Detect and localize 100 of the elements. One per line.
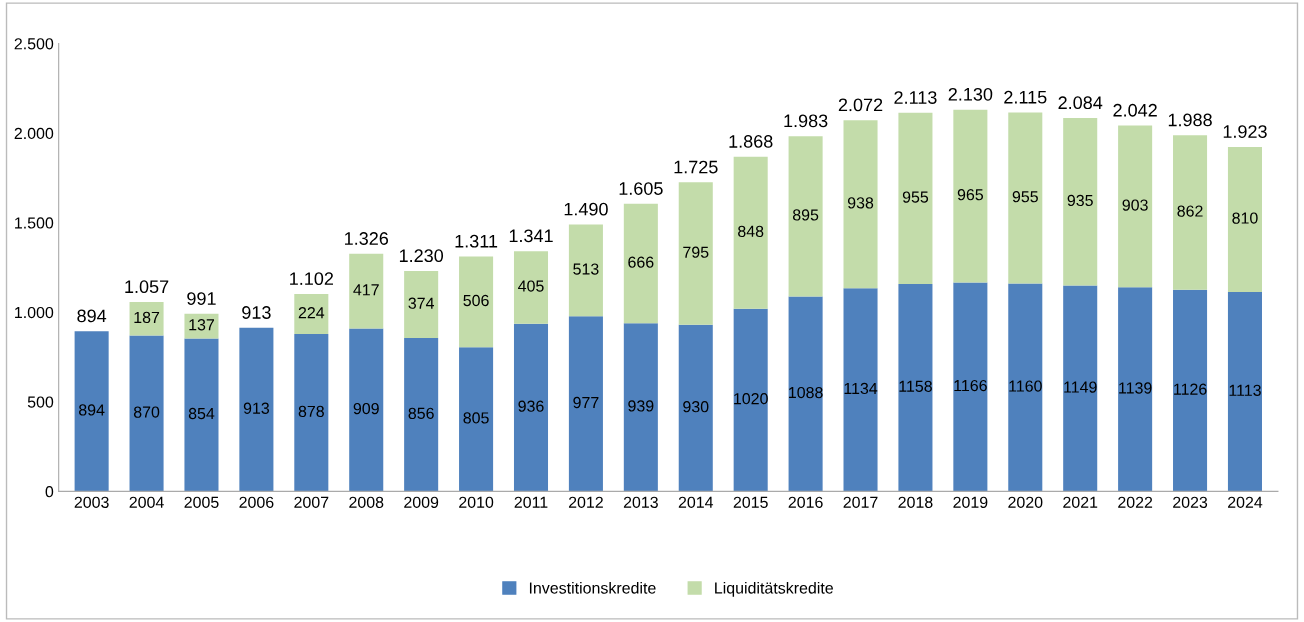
bar [843,120,878,289]
bar [513,251,549,324]
bar [239,327,274,492]
data-label: 930 [683,401,709,413]
bar [404,338,439,492]
bar [513,323,549,492]
data-label: 856 [408,407,434,419]
data-label: 224 [298,307,325,319]
x-tick-label: 2007 [294,496,329,508]
bar [404,271,439,339]
bar [1063,285,1098,492]
x-tick-label: 2010 [459,496,494,508]
bar [1173,135,1208,290]
data-label: 374 [408,297,435,309]
bar [459,256,494,348]
bar [349,253,384,329]
y-tick-label: 1.000 [15,306,54,319]
bar [1008,283,1043,492]
data-label: 506 [463,294,489,307]
total-label: 894 [77,309,107,323]
bar [129,302,164,336]
total-label: 913 [242,306,271,319]
total-label: 2.113 [894,91,937,104]
x-tick-label: 2015 [733,496,768,508]
data-label: 938 [847,197,874,209]
total-label: 2.072 [838,98,883,112]
data-label: 878 [298,405,324,418]
bar [953,282,988,492]
x-tick-label: 2022 [1118,496,1153,508]
x-tick-label: 2021 [1063,496,1098,508]
x-tick-label: 2024 [1228,496,1263,508]
data-label: 854 [188,407,215,420]
data-label: 137 [189,319,214,331]
bar [1173,289,1208,492]
data-label: 187 [134,311,160,324]
x-tick-label: 2012 [568,496,603,508]
data-label: 965 [957,189,984,201]
bar [459,347,494,492]
data-label: 1139 [1119,382,1152,394]
total-label: 1.605 [619,182,663,195]
bar [678,324,713,492]
bar [953,109,988,283]
x-tick-label: 2023 [1173,496,1208,508]
total-label: 1.341 [509,229,553,243]
x-tick-label: 2020 [1008,496,1043,508]
bar [74,331,109,492]
data-label: 1020 [734,393,768,405]
bar [788,296,823,492]
x-tick-label: 2013 [623,496,658,508]
total-label: 1.725 [674,160,718,174]
x-tick-label: 2017 [843,496,878,508]
bar [788,136,823,297]
bar [898,283,933,492]
total-label: 1.923 [1223,125,1267,138]
data-label: 417 [353,284,379,296]
data-label: 1113 [1229,384,1261,396]
bar [843,288,878,492]
data-label: 848 [738,225,764,237]
data-label: 862 [1177,205,1203,217]
data-label: 1166 [954,379,987,392]
data-label: 810 [1232,212,1258,224]
data-label: 1134 [844,382,878,395]
bar [294,334,329,492]
bar [623,323,658,492]
total-label: 1.983 [784,114,828,128]
x-tick-label: 2003 [74,496,109,508]
total-label: 1.988 [1168,113,1212,127]
x-tick-label: 2005 [184,496,219,508]
bar [733,308,768,492]
data-label: 1160 [1009,380,1042,392]
y-tick-label: 1.500 [15,217,54,229]
x-tick-label: 2016 [788,496,823,508]
data-label: 1158 [899,380,932,392]
x-tick-label: 2006 [239,496,274,508]
x-tick-label: 2004 [129,496,164,508]
legend-label: Investitionskredite [529,581,656,594]
total-label: 1.311 [455,234,498,248]
bar [623,203,658,324]
data-label: 909 [353,402,379,415]
data-label: 1126 [1174,383,1207,395]
data-label: 870 [133,406,160,418]
bar [733,156,768,309]
data-label: 895 [792,209,819,221]
legend-label: Liquiditätskredite [715,581,833,597]
total-label: 2.115 [1004,90,1047,104]
total-label: 1.326 [345,232,389,245]
data-label: 955 [1012,191,1038,203]
y-tick-label: 2.500 [14,38,54,50]
total-label: 1.868 [729,135,773,148]
x-tick-label: 2008 [349,496,384,508]
data-label: 1149 [1064,381,1097,393]
total-label: 1.490 [564,202,608,216]
data-label: 935 [1067,194,1093,207]
data-label: 977 [573,396,599,409]
bar [898,112,933,284]
bar [1118,125,1153,288]
data-label: 1088 [789,386,823,399]
x-tick-label: 2014 [678,496,714,508]
data-label: 955 [902,191,929,203]
data-label: 903 [1122,199,1148,211]
